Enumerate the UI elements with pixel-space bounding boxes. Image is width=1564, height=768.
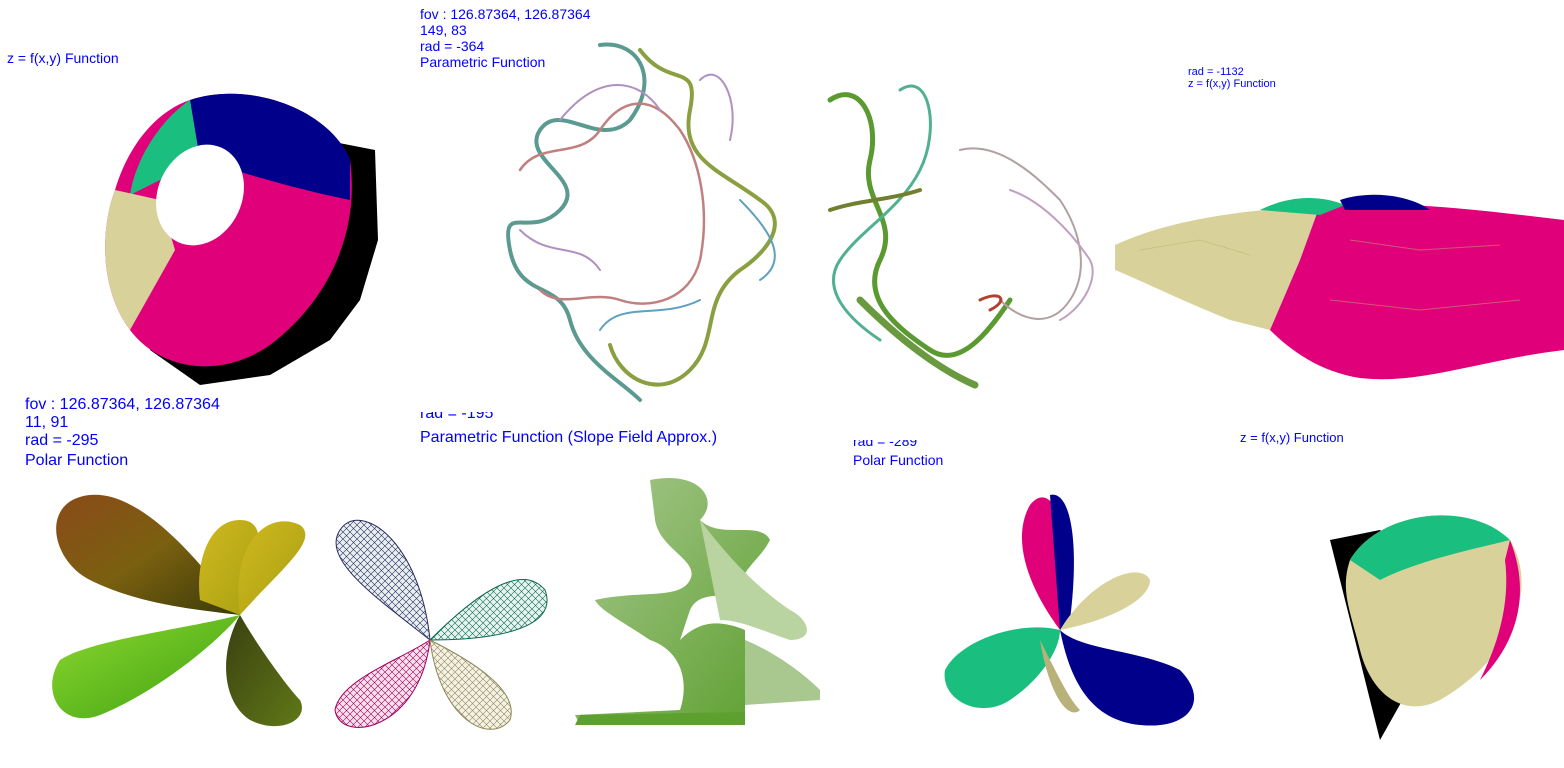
slope-field-surface [575,478,820,725]
panel7-rad-clip: rad = -289 [853,440,1053,450]
torus-surface [105,93,378,385]
panel6-title: Parametric Function (Slope Field Approx.… [420,429,718,446]
polar-rose-colored [944,494,1195,726]
panel7-title: Polar Function [853,452,944,468]
polar-petals-mesh [334,519,548,730]
panel2-fov: fov : 126.87364, 126.87364 [420,6,591,22]
parametric-ribbon-1 [506,42,777,402]
panel4-title: z = f(x,y) Function [1188,78,1276,90]
panel2-coords: 149, 83 [420,22,467,38]
panel8-title: z = f(x,y) Function [1240,430,1344,445]
panel5-fov: fov : 126.87364, 126.87364 [25,396,220,413]
panel2-rad: rad = -364 [420,38,485,54]
panel5-rad: rad = -295 [25,432,99,449]
panel5-coords: 11, 91 [25,414,69,431]
cone-surface [1330,515,1522,740]
panel6-rad: rad = -195 [420,412,494,422]
parametric-ribbon-2 [827,84,1094,389]
panel7-rad: rad = -289 [853,440,918,449]
terrain-surface [1115,194,1564,380]
panel1-title: z = f(x,y) Function [7,50,119,66]
panel5-title: Polar Function [25,452,129,469]
panel6-rad-clip: rad = -195 [420,412,620,426]
polar-petals-solid [52,494,306,727]
panel4-rad: rad = -1132 [1188,66,1244,78]
panel2-title: Parametric Function [420,54,546,70]
